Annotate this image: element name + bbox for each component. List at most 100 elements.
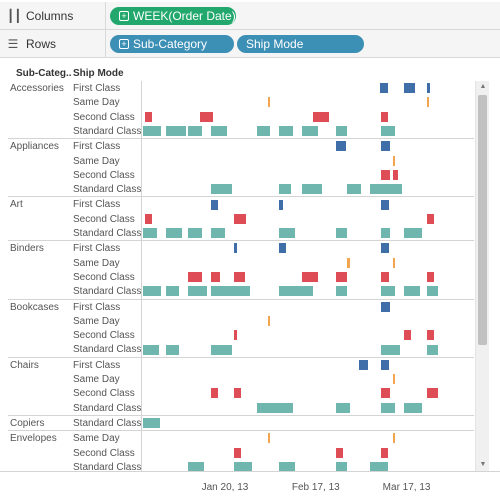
gantt-bar[interactable] — [370, 184, 386, 195]
gantt-bar[interactable] — [267, 433, 271, 444]
gantt-bar[interactable] — [426, 97, 430, 108]
gantt-bar[interactable] — [143, 418, 161, 429]
ship-mode-label[interactable]: Second Class — [73, 271, 135, 283]
gantt-view[interactable]: Accessories First Class Same Day Second Cla… — [8, 81, 474, 471]
gantt-bar[interactable] — [211, 344, 232, 355]
gantt-bar[interactable] — [165, 228, 182, 239]
gantt-bar[interactable] — [143, 286, 162, 297]
gantt-bar[interactable] — [211, 184, 232, 195]
ship-mode-label[interactable]: Second Class — [73, 447, 135, 459]
gantt-bar[interactable] — [165, 344, 180, 355]
gantt-bar[interactable] — [381, 141, 391, 152]
gantt-bar[interactable] — [392, 433, 395, 444]
sub-category-label[interactable]: Accessories — [10, 83, 64, 94]
ship-mode-label[interactable]: Same Day — [73, 315, 120, 327]
gantt-bar[interactable] — [392, 155, 395, 166]
gantt-bar[interactable] — [370, 461, 389, 471]
gantt-bar[interactable] — [143, 228, 157, 239]
gantt-bar[interactable] — [426, 344, 439, 355]
ship-mode-pill[interactable]: Ship Mode — [237, 35, 364, 53]
gantt-bar[interactable] — [381, 243, 390, 254]
vertical-scrollbar[interactable]: ▲ ▼ — [475, 81, 489, 471]
gantt-bar[interactable] — [381, 199, 390, 210]
gantt-bar[interactable] — [188, 126, 202, 137]
gantt-bar[interactable] — [335, 402, 350, 413]
gantt-bar[interactable] — [279, 184, 291, 195]
columns-shelf[interactable]: ┃┃ Columns + WEEK(Order Date) — [0, 2, 500, 30]
gantt-bar[interactable] — [335, 461, 348, 471]
gantt-bar[interactable] — [267, 315, 271, 326]
ship-mode-label[interactable]: Same Day — [73, 433, 120, 445]
gantt-bar[interactable] — [381, 388, 391, 399]
gantt-bar[interactable] — [404, 402, 423, 413]
gantt-bar[interactable] — [188, 286, 207, 297]
gantt-bar[interactable] — [211, 199, 218, 210]
ship-mode-header[interactable]: Ship Mode — [73, 68, 124, 79]
gantt-bar[interactable] — [404, 228, 423, 239]
gantt-bar[interactable] — [233, 243, 238, 254]
scroll-up-icon[interactable]: ▲ — [479, 83, 487, 90]
ship-mode-label[interactable]: Same Day — [73, 257, 120, 269]
gantt-bar[interactable] — [211, 228, 225, 239]
sub-category-pill[interactable]: + Sub-Category — [110, 35, 234, 53]
gantt-bar[interactable] — [199, 111, 214, 122]
gantt-bar[interactable] — [392, 374, 395, 385]
gantt-bar[interactable] — [404, 83, 416, 94]
gantt-bar[interactable] — [335, 141, 347, 152]
gantt-bar[interactable] — [381, 447, 389, 458]
gantt-bar[interactable] — [381, 359, 390, 370]
sub-category-label[interactable]: Copiers — [10, 417, 45, 429]
ship-mode-label[interactable]: First Class — [73, 359, 121, 371]
gantt-bar[interactable] — [143, 344, 159, 355]
ship-mode-label[interactable]: Standard Class — [73, 125, 142, 137]
gantt-bar[interactable] — [392, 169, 399, 180]
gantt-bar[interactable] — [381, 344, 400, 355]
gantt-bar[interactable] — [279, 461, 296, 471]
gantt-bar[interactable] — [211, 388, 218, 399]
sub-category-label[interactable]: Bookcases — [10, 301, 59, 313]
sub-category-label[interactable]: Chairs — [10, 359, 39, 371]
ship-mode-label[interactable]: Same Day — [73, 155, 120, 167]
ship-mode-label[interactable]: Standard Class — [73, 417, 142, 429]
sub-category-label[interactable]: Appliances — [10, 141, 59, 153]
gantt-bar[interactable] — [256, 126, 271, 137]
ship-mode-label[interactable]: Standard Class — [73, 344, 142, 356]
gantt-bar[interactable] — [426, 330, 434, 341]
gantt-bar[interactable] — [301, 272, 318, 283]
sub-category-label[interactable]: Envelopes — [10, 433, 57, 445]
gantt-bar[interactable] — [233, 447, 241, 458]
expand-icon[interactable]: + — [119, 39, 129, 49]
gantt-bar[interactable] — [404, 330, 411, 341]
gantt-bar[interactable] — [392, 257, 395, 268]
ship-mode-label[interactable]: Second Class — [73, 330, 135, 342]
ship-mode-label[interactable]: Standard Class — [73, 402, 142, 414]
gantt-bar[interactable] — [426, 83, 431, 94]
ship-mode-label[interactable]: Second Class — [73, 213, 135, 225]
gantt-bar[interactable] — [358, 359, 368, 370]
sub-category-header[interactable]: Sub-Categ.. — [16, 68, 72, 79]
gantt-bar[interactable] — [347, 257, 350, 268]
rows-shelf[interactable]: ☰ Rows + Sub-Category Ship Mode — [0, 30, 500, 58]
ship-mode-label[interactable]: First Class — [73, 83, 121, 94]
ship-mode-label[interactable]: Standard Class — [73, 461, 142, 471]
gantt-bar[interactable] — [143, 126, 162, 137]
gantt-bar[interactable] — [335, 126, 348, 137]
gantt-bar[interactable] — [279, 286, 314, 297]
gantt-bar[interactable] — [381, 272, 390, 283]
sub-category-label[interactable]: Binders — [10, 243, 44, 255]
week-order-date-pill[interactable]: + WEEK(Order Date) — [110, 7, 236, 25]
gantt-bar[interactable] — [426, 286, 439, 297]
gantt-bar[interactable] — [188, 461, 205, 471]
gantt-bar[interactable] — [233, 272, 246, 283]
ship-mode-label[interactable]: First Class — [73, 301, 121, 313]
gantt-bar[interactable] — [335, 272, 348, 283]
ship-mode-label[interactable]: Same Day — [73, 97, 120, 109]
gantt-bar[interactable] — [426, 388, 439, 399]
gantt-bar[interactable] — [381, 228, 391, 239]
gantt-bar[interactable] — [381, 402, 395, 413]
gantt-bar[interactable] — [381, 111, 389, 122]
gantt-bar[interactable] — [347, 184, 361, 195]
gantt-bar[interactable] — [426, 272, 434, 283]
ship-mode-label[interactable]: First Class — [73, 199, 121, 211]
gantt-bar[interactable] — [279, 228, 296, 239]
